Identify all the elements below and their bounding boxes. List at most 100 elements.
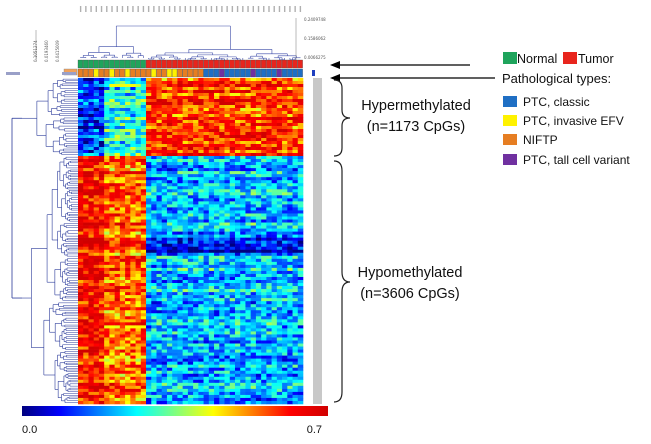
heatmap-cell [177, 361, 183, 365]
heatmap-cell [271, 156, 278, 160]
heatmap-cell [261, 216, 267, 220]
heatmap-cell [156, 319, 163, 323]
heatmap-cell [266, 346, 272, 350]
heatmap-cell [193, 234, 199, 238]
heatmap-cell [177, 102, 183, 106]
heatmap-cell [276, 249, 283, 254]
heatmap-cell [93, 373, 100, 378]
heatmap-cell [114, 180, 121, 184]
heatmap-cell [282, 355, 288, 359]
heatmap-cell [261, 319, 267, 323]
heatmap-cell [93, 364, 100, 368]
heatmap-cell [245, 135, 251, 139]
heatmap-cell [114, 240, 121, 244]
heatmap-cell [250, 117, 257, 121]
heatmap-cell [187, 322, 194, 326]
heatmap-cell [125, 267, 131, 272]
heatmap-cell [119, 304, 126, 308]
heatmap-cell [114, 87, 121, 91]
heatmap-cell [104, 144, 110, 148]
heatmap-cell [151, 237, 157, 241]
heatmap-cell [109, 102, 115, 106]
heatmap-cell [287, 171, 293, 175]
heatmap-cell [234, 111, 241, 115]
heatmap-cell [161, 264, 168, 269]
heatmap-cell [140, 186, 147, 190]
heatmap-cell [172, 129, 178, 133]
heatmap-cell [229, 270, 236, 275]
heatmap-cell [287, 346, 293, 350]
heatmap-cell [198, 301, 204, 305]
heatmap-cell [276, 171, 283, 175]
heatmap-cell [193, 141, 199, 145]
heatmap-cell [266, 87, 272, 91]
heatmap-cell [224, 355, 231, 359]
heatmap-cell [266, 162, 272, 166]
heatmap-cell [187, 150, 194, 154]
heatmap-cell [161, 111, 168, 115]
heatmap-cell [177, 249, 183, 254]
heatmap-cell [119, 147, 126, 151]
heatmap-cell [78, 195, 84, 199]
heatmap-cell [114, 192, 121, 196]
heatmap-cell [166, 150, 173, 154]
heatmap-cell [83, 84, 89, 88]
heatmap-cell [271, 138, 278, 142]
heatmap-cell [98, 234, 105, 238]
heatmap-cell [219, 252, 225, 257]
heatmap-cell [83, 273, 89, 278]
heatmap-cell [93, 273, 100, 278]
heatmap-cell [93, 117, 100, 121]
heatmap-cell [250, 225, 257, 229]
heatmap-cell [297, 216, 304, 220]
heatmap-cell [255, 138, 262, 142]
heatmap-cell [266, 102, 272, 106]
tissue-annotation-cell [266, 59, 272, 69]
heatmap-cell [266, 165, 272, 169]
heatmap-cell [297, 313, 304, 317]
heatmap-cell [297, 358, 304, 362]
heatmap-cell [172, 370, 178, 375]
heatmap-cell [114, 96, 121, 100]
heatmap-cell [250, 352, 257, 356]
heatmap-cell [140, 370, 147, 375]
heatmap-cell [219, 159, 225, 163]
heatmap-cell [104, 201, 110, 205]
heatmap-cell [266, 99, 272, 103]
heatmap-cell [166, 358, 173, 362]
heatmap-cell [109, 219, 115, 223]
heatmap-cell [172, 138, 178, 142]
heatmap-cell [156, 174, 163, 178]
heatmap-cell [98, 237, 105, 241]
heatmap-cell [193, 138, 199, 142]
heatmap-cell [172, 295, 178, 299]
heatmap-cell [240, 216, 246, 220]
heatmap-cell [93, 298, 100, 302]
heatmap-cell [245, 156, 251, 160]
heatmap-cell [93, 93, 100, 97]
heatmap-cell [177, 307, 183, 311]
heatmap-cell [140, 210, 147, 214]
heatmap-cell [98, 150, 105, 154]
pathology-annotation-cell [182, 68, 188, 78]
heatmap-cell [156, 243, 163, 248]
heatmap-cell [276, 355, 283, 359]
heatmap-cell [208, 343, 215, 347]
heatmap-cell [287, 123, 293, 127]
heatmap-cell [172, 258, 178, 263]
heatmap-cell [261, 87, 267, 91]
heatmap-cell [193, 159, 199, 163]
heatmap-cell [261, 273, 267, 278]
heatmap-cell [214, 96, 220, 100]
heatmap-cell [104, 195, 110, 199]
heatmap-cell [255, 78, 262, 82]
heatmap-cell [240, 328, 246, 332]
heatmap-cell [276, 261, 283, 266]
heatmap-cell [78, 264, 84, 269]
heatmap-cell [140, 219, 147, 223]
heatmap-cell [114, 246, 121, 251]
heatmap-cell [208, 231, 215, 235]
heatmap-cell [125, 78, 131, 82]
heatmap-cell [208, 129, 215, 133]
heatmap-cell [193, 114, 199, 118]
